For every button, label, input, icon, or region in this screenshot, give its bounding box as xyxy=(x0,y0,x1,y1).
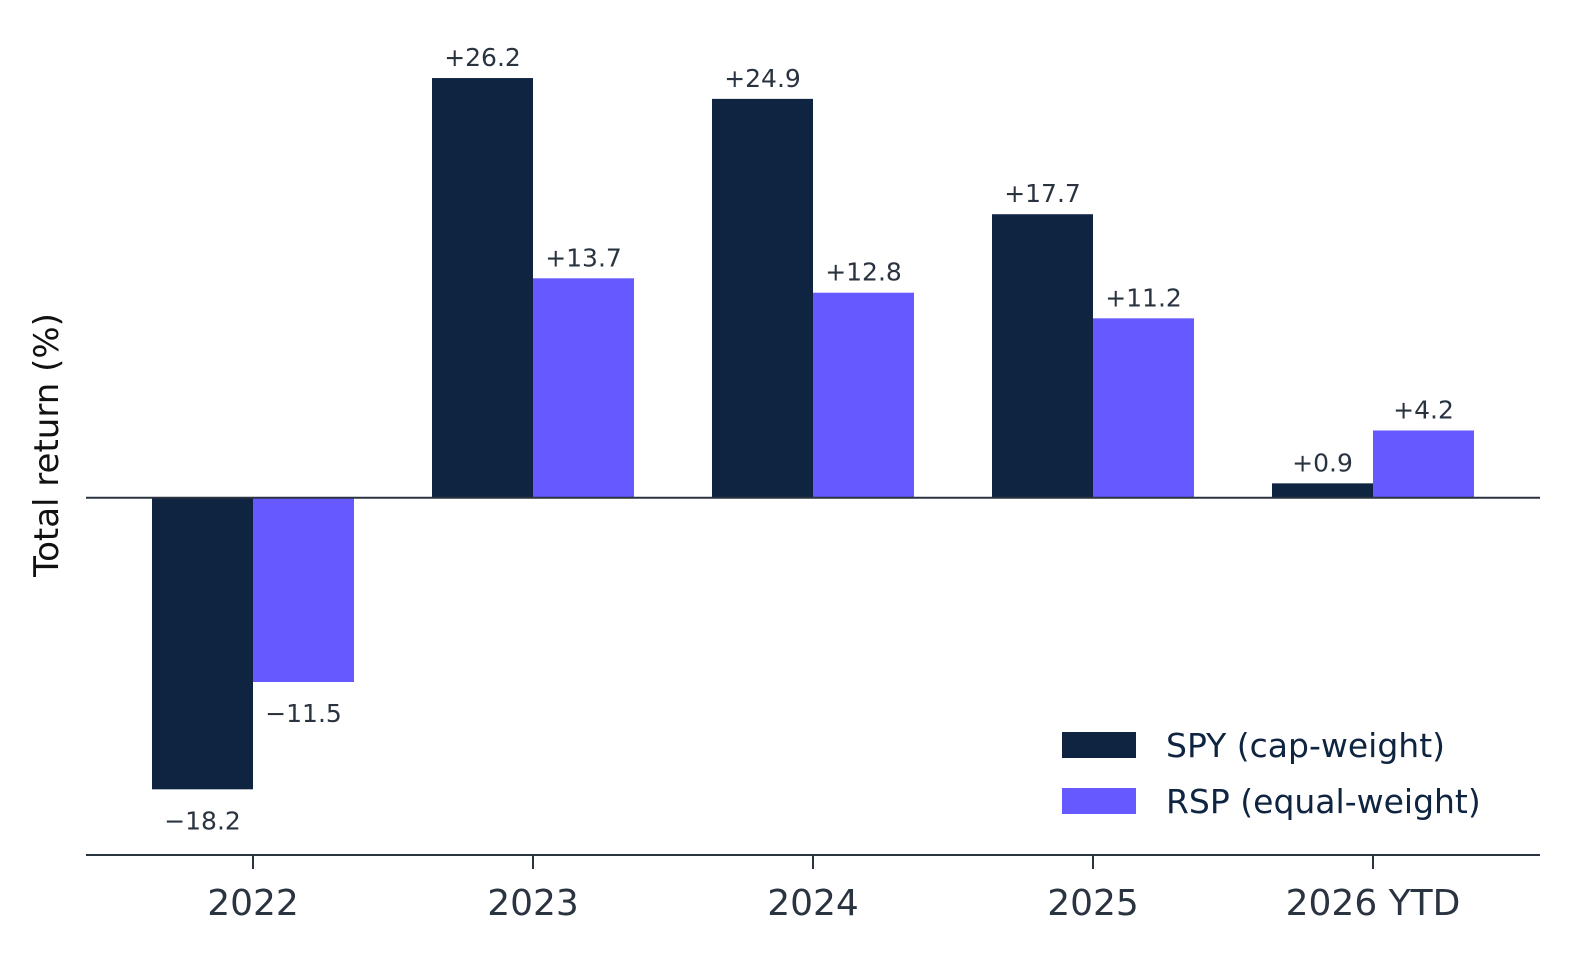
x-tick-label-4: 2026 YTD xyxy=(1286,883,1461,924)
bar-series1-4 xyxy=(1272,483,1373,498)
x-tick-label-2: 2024 xyxy=(767,883,859,924)
bar-series2-0 xyxy=(253,497,354,682)
bar-series2-4 xyxy=(1373,430,1474,498)
data-label-series2-3: +11.2 xyxy=(1105,283,1182,312)
bar-series2-1 xyxy=(533,278,634,498)
bar-series1-0 xyxy=(152,497,253,790)
legend: SPY (cap-weight) RSP (equal-weight) xyxy=(1062,726,1481,821)
x-tick-label-3: 2025 xyxy=(1047,883,1139,924)
bar-series1-2 xyxy=(712,98,813,498)
data-label-series1-3: +17.7 xyxy=(1004,179,1081,208)
x-tick-label-0: 2022 xyxy=(207,883,299,924)
data-labels-group: −18.2 −11.5 +26.2 +13.7 +24.9 +12.8 +17.7 +11.2… xyxy=(164,43,1454,835)
data-label-series2-2: +12.8 xyxy=(825,258,902,287)
bars-group xyxy=(152,78,1474,790)
legend-swatch-1 xyxy=(1062,732,1136,758)
data-label-series1-0: −18.2 xyxy=(164,806,241,835)
y-axis-title: Total return (%) xyxy=(27,313,67,578)
data-label-series1-2: +24.9 xyxy=(724,64,801,93)
bar-series2-2 xyxy=(813,292,914,498)
legend-label-1: SPY (cap-weight) xyxy=(1166,726,1445,765)
bar-series1-3 xyxy=(992,214,1093,498)
bar-series2-3 xyxy=(1093,318,1194,498)
data-label-series2-1: +13.7 xyxy=(545,243,622,272)
x-axis-ticks: 2022 2023 2024 2025 2026 YTD xyxy=(207,855,1460,924)
x-tick-label-1: 2023 xyxy=(487,883,579,924)
data-label-series2-4: +4.2 xyxy=(1393,395,1454,424)
bar-series1-1 xyxy=(432,78,533,498)
data-label-series2-0: −11.5 xyxy=(265,699,342,728)
legend-swatch-2 xyxy=(1062,788,1136,814)
legend-label-2: RSP (equal-weight) xyxy=(1166,782,1481,821)
data-label-series1-4: +0.9 xyxy=(1292,448,1353,477)
data-label-series1-1: +26.2 xyxy=(444,43,521,72)
